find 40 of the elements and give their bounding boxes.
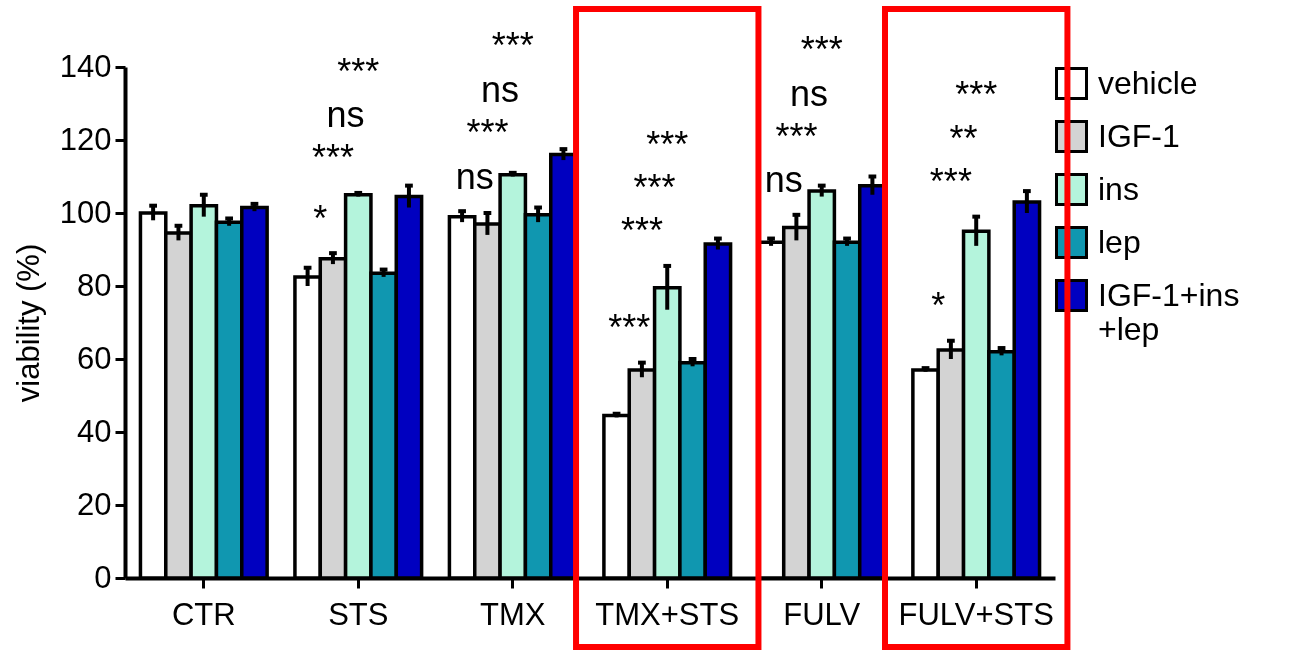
annotation: ns	[455, 155, 494, 197]
annotation: ***	[646, 123, 689, 165]
x-tick-label: FULV	[783, 596, 861, 632]
y-tick-label: 40	[77, 413, 112, 449]
annotation: ***	[633, 167, 676, 209]
annotation: ***	[775, 115, 818, 157]
annotation: **	[949, 117, 978, 159]
text: ***	[491, 25, 534, 67]
annotation: ns	[481, 68, 520, 110]
y-tick-label: 60	[77, 340, 112, 376]
annotation: *	[931, 285, 946, 327]
y-tick-label: 0	[94, 559, 112, 595]
y-axis-title: viability (%)	[10, 243, 46, 403]
annotation: ***	[955, 74, 998, 116]
annotation: ***	[337, 50, 380, 92]
legend-label: IGF-1+ins +lep	[1098, 276, 1240, 347]
x-tick-label: TMX+STS	[595, 596, 740, 632]
legend-label: ins	[1098, 170, 1139, 207]
annotation: ***	[311, 137, 354, 179]
x-tick-label: STS	[328, 596, 389, 632]
annotation: ***	[620, 210, 663, 252]
y-tick-label: 80	[77, 267, 112, 303]
y-tick-label: 120	[59, 121, 112, 157]
annotation: ***	[800, 29, 843, 71]
y-tick-label: 140	[59, 48, 112, 84]
annotation: ns	[326, 94, 365, 136]
x-tick-label: FULV+STS	[898, 596, 1054, 632]
legend-label: vehicle	[1098, 64, 1198, 101]
annotation: ns	[790, 72, 829, 114]
annotation: *	[313, 197, 328, 239]
x-tick-label: TMX	[480, 596, 546, 632]
y-tick-label: 100	[59, 194, 112, 230]
y-tick-label: 20	[77, 486, 112, 522]
legend-label: lep	[1098, 223, 1141, 260]
annotation: ***	[466, 112, 509, 154]
legend-label: IGF-1	[1098, 117, 1180, 154]
annotation: ns	[764, 159, 803, 201]
x-tick-label: CTR	[171, 596, 236, 632]
annotation: ***	[929, 161, 972, 203]
annotation: ***	[608, 307, 651, 349]
